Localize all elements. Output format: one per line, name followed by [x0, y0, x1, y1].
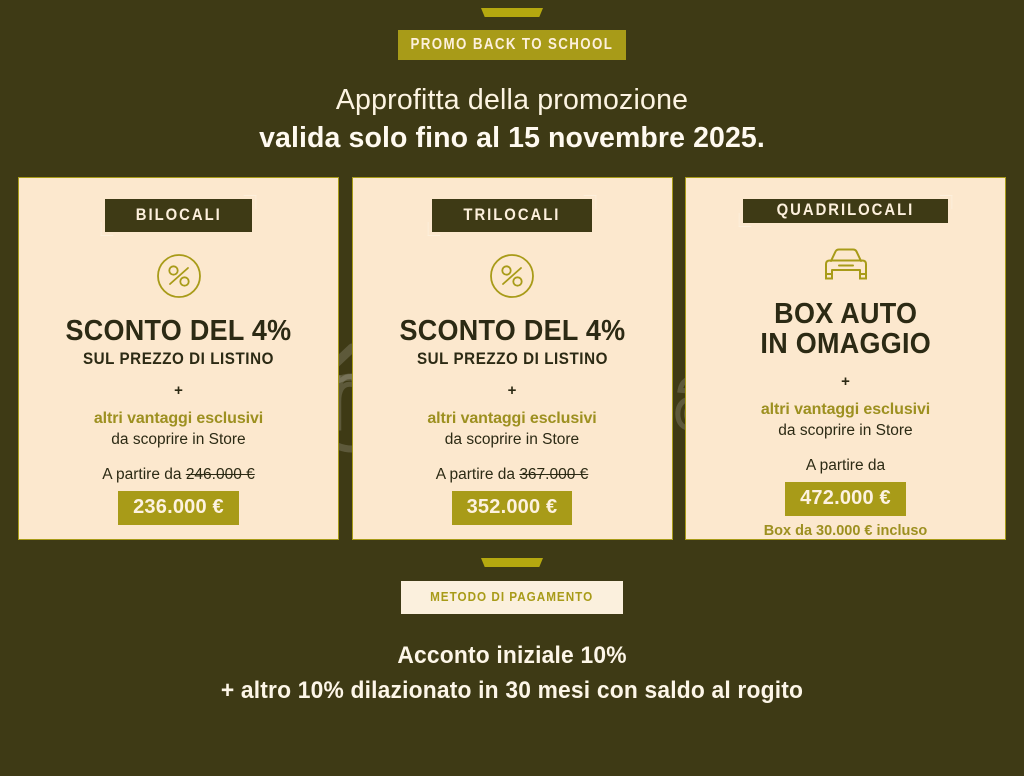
payment-section: METODO DI PAGAMENTO Acconto iniziale 10%…	[0, 558, 1024, 705]
offer-card-quadrilocali[interactable]: QUADRILOCALI BOX AUTO IN OMAGGIO + altri…	[685, 177, 1006, 540]
perk-headline: altri vantaggi esclusivi	[427, 409, 597, 427]
card-title-label: BILOCALI	[135, 206, 222, 224]
card-perks: altri vantaggi esclusivi da scoprire in …	[94, 410, 263, 449]
price-new-chip: 472.000 €	[785, 482, 906, 516]
price-from-label: A partire da	[102, 465, 182, 483]
payment-method-badge: METODO DI PAGAMENTO	[401, 581, 623, 614]
badge-corner-top-right-icon	[583, 195, 597, 209]
perk-subtext: da scoprire in Store	[778, 422, 913, 439]
payment-line-2: + altro 10% dilazionato in 30 mesi con s…	[220, 677, 804, 704]
card-offer: BOX AUTO IN OMAGGIO	[754, 297, 937, 361]
offer-main-text: SCONTO DEL 4%	[399, 315, 625, 347]
badge-corner-top-right-icon	[243, 195, 257, 209]
perk-subtext: da scoprire in Store	[444, 430, 580, 448]
card-pricing: A partire da 472.000 € Box da 30.000 € i…	[764, 457, 928, 539]
offer-sub-text: SUL PREZZO DI LISTINO	[83, 349, 274, 368]
plus-separator: +	[841, 373, 850, 390]
offer-main-text: BOX AUTO	[773, 297, 918, 330]
offer-cards-container: BILOCALI SCONTO DEL 4% SUL PREZZO DI LIS…	[18, 177, 1006, 540]
price-note: Box da 30.000 € incluso	[763, 523, 928, 539]
offer-card-bilocali[interactable]: BILOCALI SCONTO DEL 4% SUL PREZZO DI LIS…	[18, 177, 339, 540]
bottom-dash-decoration	[481, 558, 543, 567]
price-old-value: 367.000 €	[519, 465, 589, 483]
car-icon	[817, 245, 875, 283]
price-new-chip: 236.000 €	[118, 490, 239, 525]
percent-circle-icon	[156, 252, 202, 300]
card-title-badge: TRILOCALI	[427, 195, 597, 236]
card-title-label: TRILOCALI	[463, 206, 561, 224]
headline-line-2: valida solo fino al 15 novembre 2025.	[259, 122, 765, 154]
perk-headline: altri vantaggi esclusivi	[760, 401, 931, 418]
price-from-row: A partire da	[764, 457, 928, 475]
offer-main-text: SCONTO DEL 4%	[65, 315, 292, 347]
card-offer: SCONTO DEL 4% SUL PREZZO DI LISTINO	[391, 316, 634, 369]
promo-badge-label: PROMO BACK TO SCHOOL	[410, 36, 614, 53]
offer-card-trilocali[interactable]: TRILOCALI SCONTO DEL 4% SUL PREZZO DI LI…	[351, 177, 673, 540]
perk-headline: altri vantaggi esclusivi	[93, 409, 264, 427]
headline-line-1: Approfitta della promozione	[335, 84, 689, 116]
badge-corner-top-right-icon	[939, 195, 953, 209]
card-perks: altri vantaggi esclusivi da scoprire in …	[761, 401, 930, 440]
card-pricing: A partire da 246.000 € 236.000 €	[102, 466, 255, 525]
payment-method-label: METODO DI PAGAMENTO	[430, 589, 594, 604]
card-title-badge: BILOCALI	[100, 195, 257, 236]
headline: Approfitta della promozione valida solo …	[0, 84, 1024, 155]
promo-badge: PROMO BACK TO SCHOOL	[398, 30, 626, 60]
price-from-label: A partire da	[805, 457, 886, 474]
price-old-value: 246.000 €	[185, 465, 255, 483]
card-offer: SCONTO DEL 4% SUL PREZZO DI LISTINO	[57, 316, 300, 369]
offer-main-text-2: IN OMAGGIO	[760, 328, 931, 361]
card-title-badge: QUADRILOCALI	[738, 195, 953, 227]
offer-sub-text: SUL PREZZO DI LISTINO	[416, 349, 608, 368]
price-from-row: A partire da 367.000 €	[436, 466, 589, 484]
percent-circle-icon	[489, 252, 535, 300]
card-pricing: A partire da 367.000 € 352.000 €	[436, 466, 589, 525]
payment-line-1: Acconto iniziale 10%	[397, 642, 627, 669]
badge-corner-bottom-left-icon	[100, 222, 114, 236]
plus-separator: +	[174, 381, 183, 399]
price-new-chip: 352.000 €	[451, 490, 573, 525]
price-from-row: A partire da 246.000 €	[102, 466, 255, 484]
badge-corner-bottom-left-icon	[738, 212, 752, 227]
top-dash-decoration	[481, 8, 543, 17]
perk-subtext: da scoprire in Store	[111, 430, 246, 448]
badge-corner-bottom-left-icon	[427, 222, 441, 236]
payment-details: Acconto iniziale 10% + altro 10% dilazio…	[0, 642, 1024, 705]
plus-separator: +	[507, 381, 517, 399]
card-title-label: QUADRILOCALI	[776, 201, 915, 220]
price-from-label: A partire da	[435, 465, 515, 483]
card-perks: altri vantaggi esclusivi da scoprire in …	[427, 410, 596, 449]
